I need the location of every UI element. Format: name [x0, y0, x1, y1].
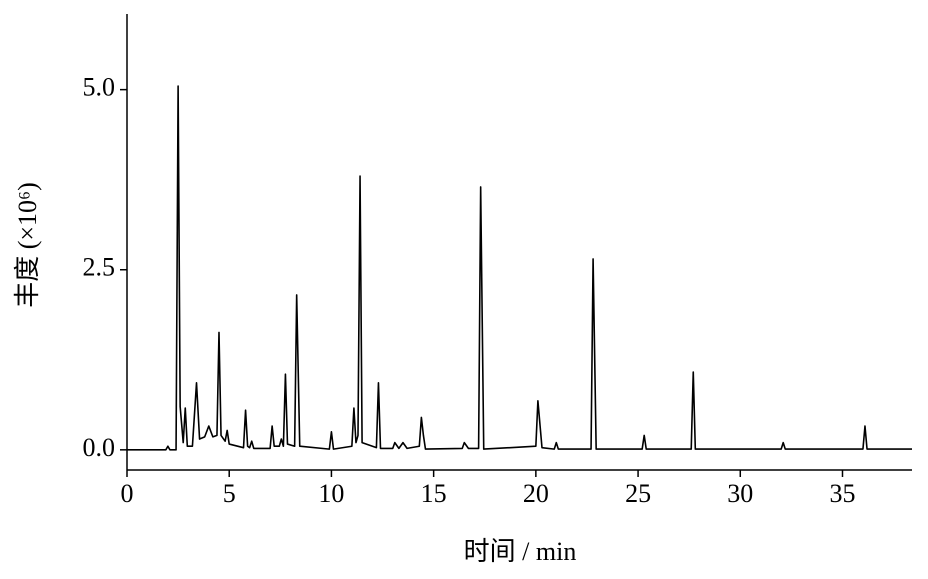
x-tick-label: 35: [829, 479, 855, 508]
x-tick-label: 10: [318, 479, 344, 508]
x-axis-label: 时间 / min: [464, 537, 577, 566]
y-axis-label: 丰度 (×10⁶): [13, 182, 42, 308]
x-tick-label: 30: [727, 479, 753, 508]
x-tick-label: 0: [121, 479, 134, 508]
x-tick-label: 5: [223, 479, 236, 508]
y-tick-label: 2.5: [83, 253, 116, 282]
x-tick-label: 15: [421, 479, 447, 508]
x-tick-label: 25: [625, 479, 651, 508]
y-tick-label: 5.0: [83, 73, 116, 102]
chromatogram-line: [127, 85, 912, 451]
x-tick-label: 20: [523, 479, 549, 508]
y-tick-label: 0.0: [83, 433, 116, 462]
